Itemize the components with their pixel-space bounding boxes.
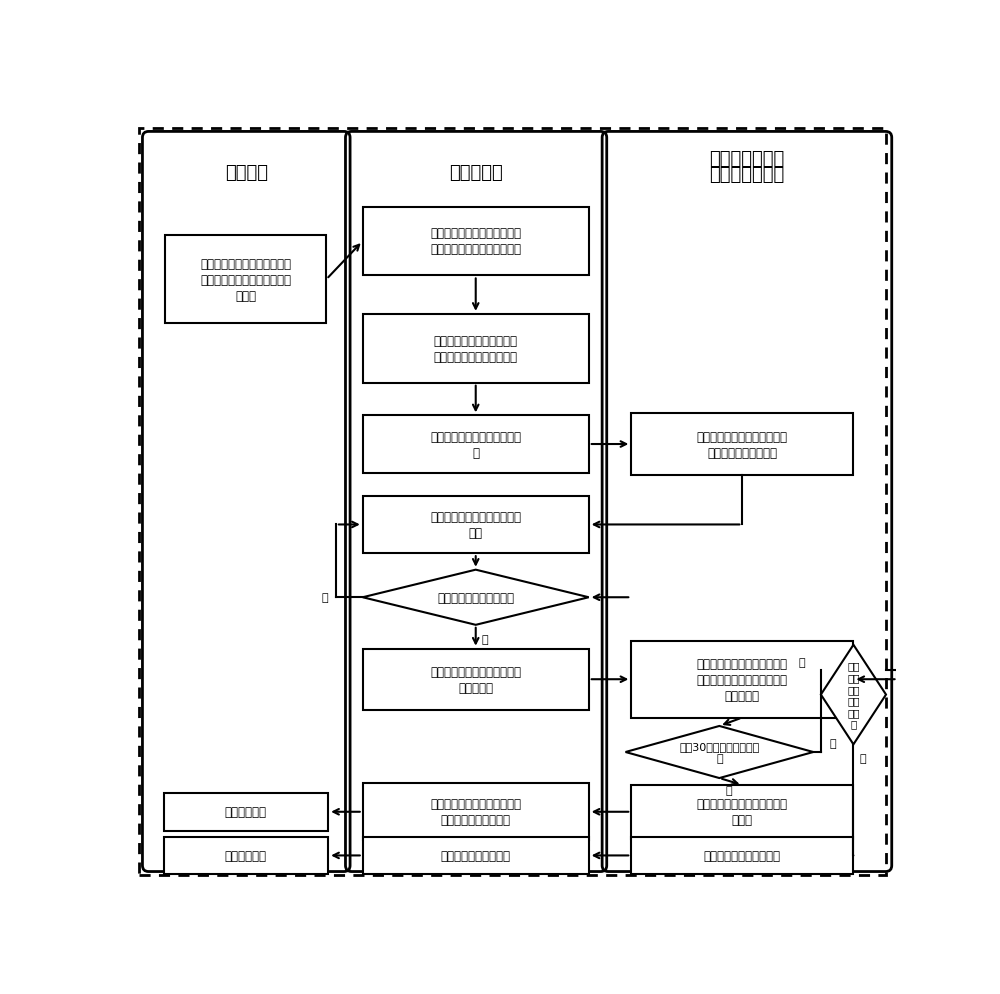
Text: 从保存的数据包中取出一条，
根据协议解析指令成红外控制
波形，发送: 从保存的数据包中取出一条， 根据协议解析指令成红外控制 波形，发送 bbox=[697, 657, 788, 702]
Text: 发送下一个数据包给红外匹配
装置: 发送下一个数据包给红外匹配 装置 bbox=[430, 511, 521, 540]
Polygon shape bbox=[363, 571, 589, 625]
FancyBboxPatch shape bbox=[363, 496, 589, 554]
FancyBboxPatch shape bbox=[363, 783, 589, 841]
Text: 否: 否 bbox=[321, 592, 328, 602]
Text: 显示匹配成功: 显示匹配成功 bbox=[225, 805, 267, 818]
Text: 送第一个数据包给红外匹配装
置: 送第一个数据包给红外匹配装 置 bbox=[430, 430, 521, 459]
Text: 红外匹配装置接收到数据包并
保存，同时给云端反馈: 红外匹配装置接收到数据包并 保存，同时给云端反馈 bbox=[697, 430, 788, 459]
Text: 否: 否 bbox=[829, 739, 836, 748]
Text: 发送数据包发送完毕通知给红
外匹配装置: 发送数据包发送完毕通知给红 外匹配装置 bbox=[430, 665, 521, 694]
Polygon shape bbox=[821, 645, 886, 745]
FancyBboxPatch shape bbox=[631, 785, 853, 839]
Text: 发送匹配成功消息和红外编码
给云端: 发送匹配成功消息和红外编码 给云端 bbox=[697, 797, 788, 826]
Text: 否: 否 bbox=[798, 657, 805, 667]
FancyBboxPatch shape bbox=[165, 236, 326, 324]
Polygon shape bbox=[626, 727, 813, 778]
Text: 是否所有数据包均已发送: 是否所有数据包均已发送 bbox=[437, 591, 514, 604]
Text: 从开机指令中提取指令、协
议、红外编码组装成数据包: 从开机指令中提取指令、协 议、红外编码组装成数据包 bbox=[434, 334, 518, 364]
Text: 移动终端: 移动终端 bbox=[225, 164, 268, 182]
FancyBboxPatch shape bbox=[363, 314, 589, 384]
Text: 是: 是 bbox=[725, 785, 732, 795]
Text: 通知移动终端匹配失败: 通知移动终端匹配失败 bbox=[441, 849, 511, 862]
FancyBboxPatch shape bbox=[363, 837, 589, 874]
FancyBboxPatch shape bbox=[631, 837, 853, 874]
Text: 从数据库中查询对应品牌的开
机指令，按匹配成功次数排序: 从数据库中查询对应品牌的开 机指令，按匹配成功次数排序 bbox=[430, 228, 521, 256]
FancyBboxPatch shape bbox=[631, 414, 853, 475]
FancyBboxPatch shape bbox=[363, 208, 589, 276]
FancyBboxPatch shape bbox=[164, 837, 328, 874]
Text: 云端服务器: 云端服务器 bbox=[449, 164, 503, 182]
Text: 是否
所有
数据
包均
以发
送: 是否 所有 数据 包均 以发 送 bbox=[847, 661, 860, 729]
FancyBboxPatch shape bbox=[164, 793, 328, 831]
Text: 红外匹配装置、: 红外匹配装置、 bbox=[709, 150, 785, 168]
FancyBboxPatch shape bbox=[363, 415, 589, 473]
Text: 是: 是 bbox=[482, 634, 488, 644]
Text: 移动终端向云端服务器发送开
始匹配指令和要匹配的电器品
牌信息: 移动终端向云端服务器发送开 始匹配指令和要匹配的电器品 牌信息 bbox=[200, 257, 291, 302]
FancyBboxPatch shape bbox=[363, 649, 589, 710]
Text: 电器状态监测器: 电器状态监测器 bbox=[709, 165, 785, 183]
Text: 提示匹配失败: 提示匹配失败 bbox=[225, 849, 267, 862]
Text: 发送匹配失败消息给云端: 发送匹配失败消息给云端 bbox=[704, 849, 781, 862]
FancyBboxPatch shape bbox=[631, 641, 853, 718]
Text: 保存红外编码到对应的电器，
通知移动终端匹配成功: 保存红外编码到对应的电器， 通知移动终端匹配成功 bbox=[430, 797, 521, 826]
Text: 检测30秒内是否有电流变
变: 检测30秒内是否有电流变 变 bbox=[679, 742, 759, 763]
Text: 是: 是 bbox=[859, 753, 866, 763]
